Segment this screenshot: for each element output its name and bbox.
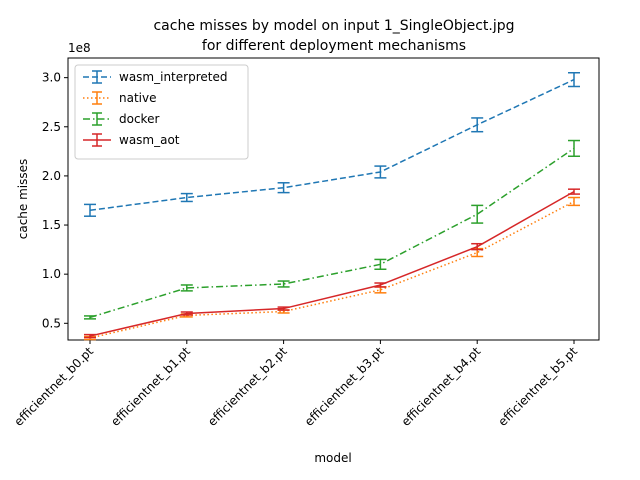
y-tick-label: 1.5 [42, 218, 61, 232]
legend-item: wasm_aot [83, 133, 180, 147]
legend-item: native [83, 91, 156, 105]
error-bar [180, 284, 193, 292]
series-line-docker [89, 147, 575, 319]
error-bar [84, 315, 96, 320]
series-line-wasm_aot [89, 190, 575, 337]
y-tick-label: 3.0 [42, 71, 61, 85]
error-bar [180, 192, 193, 203]
error-bar [277, 182, 290, 194]
x-tick-label: efficientnet_b3.pt [302, 344, 387, 429]
legend-item: wasm_interpreted [83, 70, 227, 84]
series-wasm_interpreted [84, 71, 580, 217]
x-tick-label: efficientnet_b1.pt [108, 344, 193, 429]
y-tick-label: 2.5 [42, 120, 61, 134]
error-bar [374, 165, 387, 179]
x-tick-label: efficientnet_b2.pt [205, 344, 290, 429]
error-bar [180, 311, 193, 316]
y-tick-label: 2.0 [42, 169, 61, 183]
error-bar [568, 196, 580, 207]
legend-item: docker [83, 112, 159, 126]
error-bar [277, 280, 290, 288]
error-bar [568, 188, 580, 195]
error-bar [568, 71, 580, 88]
y-axis-label: cache misses [16, 159, 30, 240]
x-axis-label: model [314, 451, 351, 465]
series-docker [84, 139, 580, 320]
legend-box [74, 64, 249, 160]
x-tick-label: efficientnet_b5.pt [495, 344, 580, 429]
y-multiplier-label: 1e8 [68, 41, 91, 55]
chart-title: cache misses by model on input 1_SingleO… [153, 18, 514, 34]
y-tick-label: 0.5 [42, 316, 61, 330]
y-tick-label: 1.0 [42, 267, 61, 281]
error-bar [471, 242, 484, 251]
x-axis: efficientnet_b0.pt efficientnet_b1.pt effi… [11, 340, 580, 429]
error-bar [471, 117, 484, 133]
error-bar [568, 139, 580, 158]
series-native [84, 196, 580, 341]
series-layer [84, 71, 580, 341]
legend-label: wasm_interpreted [119, 70, 227, 84]
error-bar [374, 282, 387, 288]
error-bar [84, 333, 96, 339]
y-axis: 0.5 1.0 1.5 2.0 2.5 3.0 [42, 71, 68, 330]
x-tick-label: efficientnet_b0.pt [11, 344, 96, 429]
error-bar [84, 203, 96, 217]
plot-area [67, 57, 600, 341]
error-bar [471, 204, 484, 224]
series-line-wasm_interpreted [89, 78, 575, 212]
series-line-native [89, 200, 575, 339]
error-bar [374, 258, 387, 271]
legend-label: docker [119, 112, 159, 126]
x-tick-label: efficientnet_b4.pt [399, 344, 484, 429]
chart-subtitle: for different deployment mechanisms [202, 38, 466, 54]
series-wasm_aot [84, 188, 580, 339]
legend-label: native [119, 91, 156, 105]
error-bar [277, 306, 290, 311]
legend-label: wasm_aot [119, 133, 180, 147]
